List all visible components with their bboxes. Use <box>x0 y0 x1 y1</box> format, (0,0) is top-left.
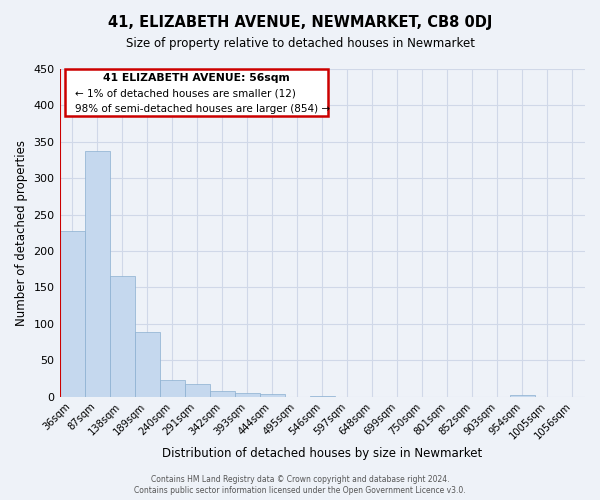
Text: 41, ELIZABETH AVENUE, NEWMARKET, CB8 0DJ: 41, ELIZABETH AVENUE, NEWMARKET, CB8 0DJ <box>108 15 492 30</box>
Bar <box>85 150 110 396</box>
Bar <box>160 380 185 396</box>
Bar <box>110 276 134 396</box>
Text: 98% of semi-detached houses are larger (854) →: 98% of semi-detached houses are larger (… <box>76 104 331 115</box>
Bar <box>185 384 209 396</box>
Bar <box>260 394 285 396</box>
Bar <box>235 393 260 396</box>
Bar <box>59 230 85 396</box>
Text: Size of property relative to detached houses in Newmarket: Size of property relative to detached ho… <box>125 38 475 51</box>
FancyBboxPatch shape <box>65 69 328 116</box>
X-axis label: Distribution of detached houses by size in Newmarket: Distribution of detached houses by size … <box>162 447 482 460</box>
Text: Contains HM Land Registry data © Crown copyright and database right 2024.: Contains HM Land Registry data © Crown c… <box>151 475 449 484</box>
Text: Contains public sector information licensed under the Open Government Licence v3: Contains public sector information licen… <box>134 486 466 495</box>
Y-axis label: Number of detached properties: Number of detached properties <box>15 140 28 326</box>
Bar <box>510 395 535 396</box>
Bar <box>134 332 160 396</box>
Bar <box>209 392 235 396</box>
Text: ← 1% of detached houses are smaller (12): ← 1% of detached houses are smaller (12) <box>76 88 296 99</box>
Text: 41 ELIZABETH AVENUE: 56sqm: 41 ELIZABETH AVENUE: 56sqm <box>103 73 290 83</box>
